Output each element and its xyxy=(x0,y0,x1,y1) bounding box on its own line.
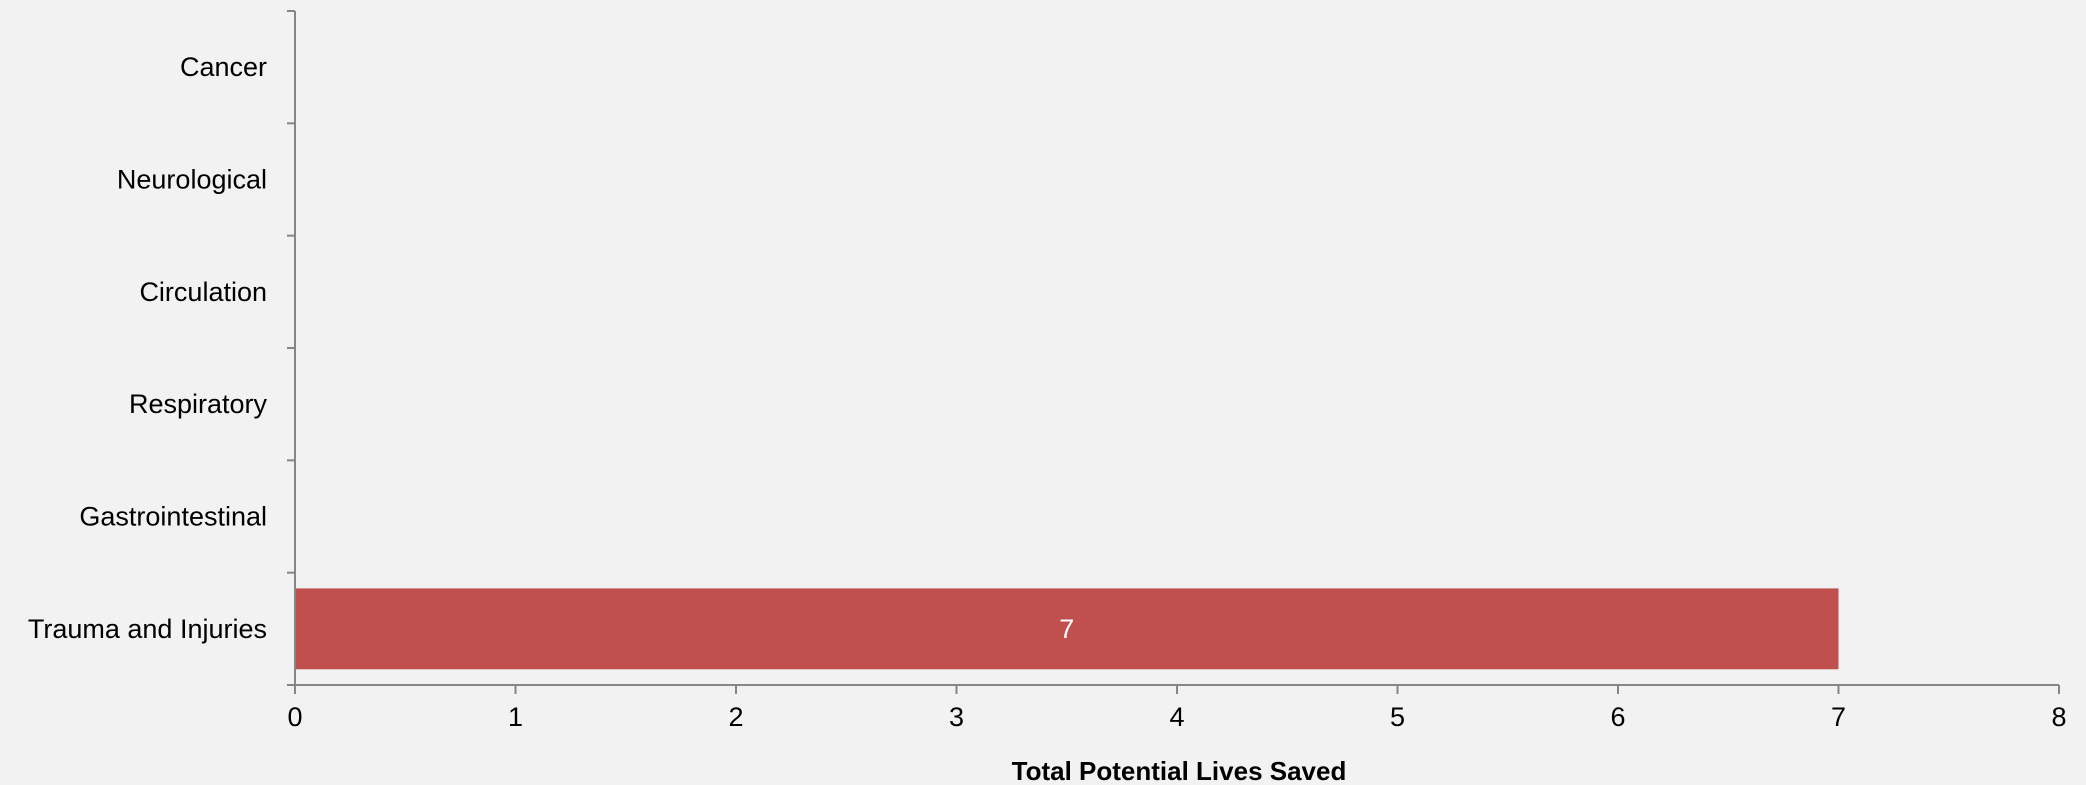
category-label: Circulation xyxy=(139,277,267,307)
x-tick-label: 4 xyxy=(1169,702,1184,732)
bars-group xyxy=(295,588,1839,670)
x-tick-label: 5 xyxy=(1390,702,1405,732)
category-label: Cancer xyxy=(180,52,267,82)
x-tick-label: 3 xyxy=(949,702,964,732)
data-labels: 7 xyxy=(1059,614,1074,644)
x-tick-label: 8 xyxy=(2051,702,2066,732)
x-tick-label: 7 xyxy=(1831,702,1846,732)
bar-trauma-and-injuries xyxy=(295,588,1839,670)
category-label: Gastrointestinal xyxy=(79,502,267,532)
category-label: Respiratory xyxy=(129,389,268,419)
x-axis-title: Total Potential Lives Saved xyxy=(1012,756,1347,785)
data-label: 7 xyxy=(1059,614,1074,644)
x-tick-label: 0 xyxy=(287,702,302,732)
category-label: Neurological xyxy=(117,165,267,195)
category-labels: Cancer Neurological Circulation Respiratory… xyxy=(28,52,268,644)
y-axis-ticks xyxy=(287,10,295,686)
x-tick-label: 6 xyxy=(1610,702,1625,732)
x-tick-label: 1 xyxy=(508,702,523,732)
x-axis-ticks: 0 1 2 3 4 5 6 7 8 xyxy=(287,685,2067,732)
x-tick-label: 2 xyxy=(728,702,743,732)
category-label: Trauma and Injuries xyxy=(28,614,267,644)
